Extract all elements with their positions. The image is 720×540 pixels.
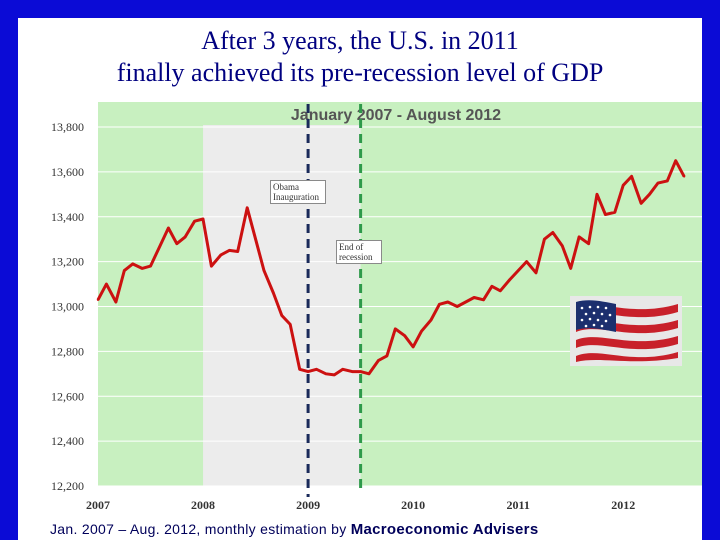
x-tick-label: 2008	[191, 498, 215, 512]
gdp-data-point	[411, 345, 415, 349]
gdp-data-point	[587, 242, 590, 245]
gdp-data-point	[351, 370, 354, 373]
gdp-data-point	[551, 231, 555, 234]
gdp-data-point	[622, 184, 625, 187]
gdp-data-point	[438, 303, 441, 306]
gdp-data-point	[534, 271, 538, 275]
us-flag-icon	[570, 296, 682, 366]
y-tick-label: 13,200	[51, 255, 84, 269]
gdp-data-point	[403, 334, 406, 337]
gdp-data-point	[280, 314, 284, 317]
gdp-data-point	[219, 253, 223, 257]
gdp-data-point	[131, 262, 134, 266]
gdp-data-point	[114, 300, 118, 304]
gdp-data-point	[420, 329, 423, 333]
title-line-2: finally achieved its pre-recession level…	[116, 58, 604, 87]
gdp-data-point	[236, 250, 239, 253]
gdp-data-point	[630, 175, 633, 178]
gdp-data-point	[482, 298, 485, 301]
gdp-data-point	[569, 267, 572, 270]
gdp-data-point	[105, 282, 108, 286]
gdp-data-point	[639, 202, 643, 205]
x-tick-label: 2011	[507, 498, 530, 512]
y-tick-label: 12,200	[51, 479, 84, 493]
gdp-data-point	[167, 226, 170, 230]
gdp-data-point	[254, 237, 257, 241]
gdp-data-point	[228, 249, 231, 252]
gdp-data-point	[359, 370, 362, 373]
gdp-data-point	[210, 264, 213, 268]
footer: Jan. 2007 – Aug. 2012, monthly estimatio…	[18, 517, 702, 540]
gdp-data-point	[682, 175, 686, 178]
gdp-data-point	[157, 246, 161, 250]
x-tick-label: 2009	[296, 498, 320, 512]
gdp-data-point	[472, 296, 476, 299]
footer-source-text: Jan. 2007 – Aug. 2012, monthly estimatio…	[50, 521, 538, 538]
gdp-data-point	[516, 269, 520, 272]
gdp-data-point	[604, 213, 607, 216]
gdp-data-point	[561, 244, 564, 248]
y-tick-label: 13,000	[51, 300, 84, 314]
gdp-data-point	[577, 235, 581, 239]
gdp-data-point	[193, 220, 196, 223]
gdp-data-point	[394, 327, 397, 331]
chart-subtitle: January 2007 - August 2012	[291, 107, 501, 124]
gdp-data-point	[123, 269, 126, 272]
gdp-series-line	[96, 159, 686, 377]
gdp-data-point	[341, 368, 344, 371]
gdp-data-point	[525, 260, 528, 263]
gdp-data-point	[429, 318, 433, 322]
gdp-data-point	[613, 211, 617, 214]
gdp-data-point	[656, 181, 660, 185]
gdp-data-point	[674, 159, 677, 162]
obama-inauguration-label: Obama Inauguration	[270, 180, 326, 204]
x-tick-label: 2012	[611, 498, 635, 512]
gdp-data-point	[333, 373, 336, 377]
title-box: After 3 years, the U.S. in 2011 finally …	[18, 18, 702, 100]
title-line-1: After 3 years, the U.S. in 2011	[201, 26, 519, 55]
gdp-data-point	[298, 368, 301, 371]
y-tick-label: 13,800	[51, 120, 84, 134]
gdp-data-point	[272, 291, 275, 295]
gdp-data-point	[289, 323, 292, 326]
footer-source: Macroeconomic Advisers	[350, 521, 539, 538]
y-tick-label: 13,400	[51, 210, 84, 224]
footer-prefix: Jan. 2007 – Aug. 2012, monthly estimatio…	[50, 521, 351, 537]
gdp-data-point	[446, 300, 449, 304]
gdp-data-point	[490, 285, 494, 288]
gdp-data-point	[183, 235, 187, 239]
y-tick-label: 12,400	[51, 434, 84, 448]
gdp-data-point	[201, 217, 205, 221]
gdp-data-point	[595, 193, 599, 196]
gdp-data-point	[377, 359, 380, 362]
x-tick-label: 2007	[86, 498, 110, 512]
gdp-data-point	[149, 264, 152, 268]
plot-area	[98, 102, 702, 486]
gdp-data-point	[175, 242, 178, 245]
y-tick-label: 13,600	[51, 165, 84, 179]
gdp-data-point	[543, 237, 546, 241]
gdp-data-point	[648, 193, 651, 196]
y-tick-label: 12,800	[51, 344, 84, 358]
gdp-data-point	[262, 269, 266, 272]
gdp-data-point	[324, 372, 328, 376]
end-of-recession-label: End of recession	[336, 240, 382, 264]
gdp-data-point	[96, 298, 100, 301]
gdp-data-point	[245, 206, 249, 209]
gdp-data-point	[456, 305, 459, 308]
gdp-data-point	[306, 370, 310, 373]
gdp-data-point	[385, 354, 389, 358]
gdp-data-point	[508, 278, 511, 281]
gdp-data-point	[464, 300, 467, 304]
y-tick-label: 12,600	[51, 389, 84, 403]
gdp-data-point	[315, 368, 318, 371]
gdp-data-point	[367, 372, 371, 376]
gdp-data-point	[666, 179, 669, 183]
gdp-data-point	[140, 267, 144, 270]
gdp-data-point	[499, 289, 502, 292]
x-tick-label: 2010	[401, 498, 425, 512]
